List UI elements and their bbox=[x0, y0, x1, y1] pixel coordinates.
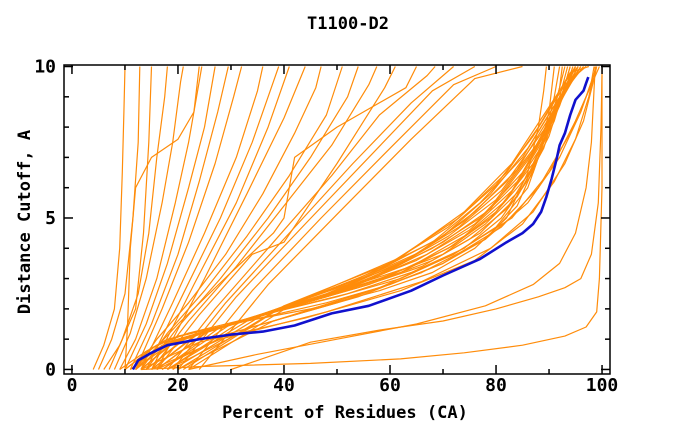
model-curve bbox=[145, 66, 359, 370]
model-curve bbox=[92, 66, 126, 370]
model-curve bbox=[124, 66, 200, 370]
model-curve bbox=[108, 66, 168, 370]
x-tick-label: 0 bbox=[67, 375, 78, 396]
model-curve bbox=[230, 75, 603, 371]
model-curves-layer bbox=[92, 65, 603, 371]
model-curve bbox=[129, 66, 229, 370]
model-curve bbox=[172, 66, 454, 370]
y-tick-label: 0 bbox=[45, 360, 56, 381]
model-curve bbox=[97, 66, 141, 370]
x-tick-label: 60 bbox=[379, 375, 401, 396]
x-tick-label: 80 bbox=[485, 375, 507, 396]
model-curve bbox=[198, 65, 523, 370]
model-curve bbox=[151, 66, 579, 370]
model-curve bbox=[166, 66, 436, 370]
model-curve bbox=[140, 66, 264, 370]
model-curve bbox=[145, 66, 280, 370]
model-curve bbox=[135, 66, 418, 370]
model-curve bbox=[113, 66, 184, 370]
highlighted-model-curve bbox=[131, 76, 590, 371]
y-tick-label: 5 bbox=[45, 208, 56, 229]
model-curve bbox=[156, 66, 595, 371]
model-curve bbox=[177, 66, 587, 371]
model-curve bbox=[103, 66, 153, 370]
tick-labels: 0 20 40 60 80 100 0 5 10 bbox=[34, 57, 618, 397]
model-curve bbox=[140, 66, 603, 371]
model-curve bbox=[135, 66, 243, 370]
model-curve bbox=[177, 66, 600, 371]
plot-frame bbox=[63, 64, 611, 375]
model-curve bbox=[129, 66, 566, 370]
x-tick-label: 100 bbox=[586, 375, 619, 396]
y-tick-label: 10 bbox=[34, 57, 56, 78]
model-curve bbox=[188, 66, 577, 371]
model-curve bbox=[182, 65, 589, 371]
model-curve bbox=[140, 66, 597, 371]
model-curve bbox=[177, 65, 476, 370]
model-curve bbox=[124, 66, 216, 370]
x-axis-label: Percent of Residues (CA) bbox=[222, 403, 468, 423]
y-axis-label: Distance Cutoff, A bbox=[15, 130, 35, 314]
model-curve bbox=[119, 66, 203, 370]
model-curve bbox=[156, 66, 396, 370]
model-curve bbox=[140, 66, 343, 370]
model-curve bbox=[188, 65, 497, 370]
model-curve bbox=[140, 66, 574, 370]
model-curve bbox=[135, 66, 322, 370]
model-curve bbox=[151, 66, 378, 370]
model-curve bbox=[188, 66, 596, 371]
chart-title: T1100-D2 bbox=[307, 14, 389, 34]
x-tick-label: 20 bbox=[167, 375, 189, 396]
model-curve bbox=[124, 66, 561, 370]
model-curve bbox=[129, 66, 563, 370]
axis-ticks bbox=[64, 65, 610, 374]
x-tick-label: 40 bbox=[273, 375, 295, 396]
